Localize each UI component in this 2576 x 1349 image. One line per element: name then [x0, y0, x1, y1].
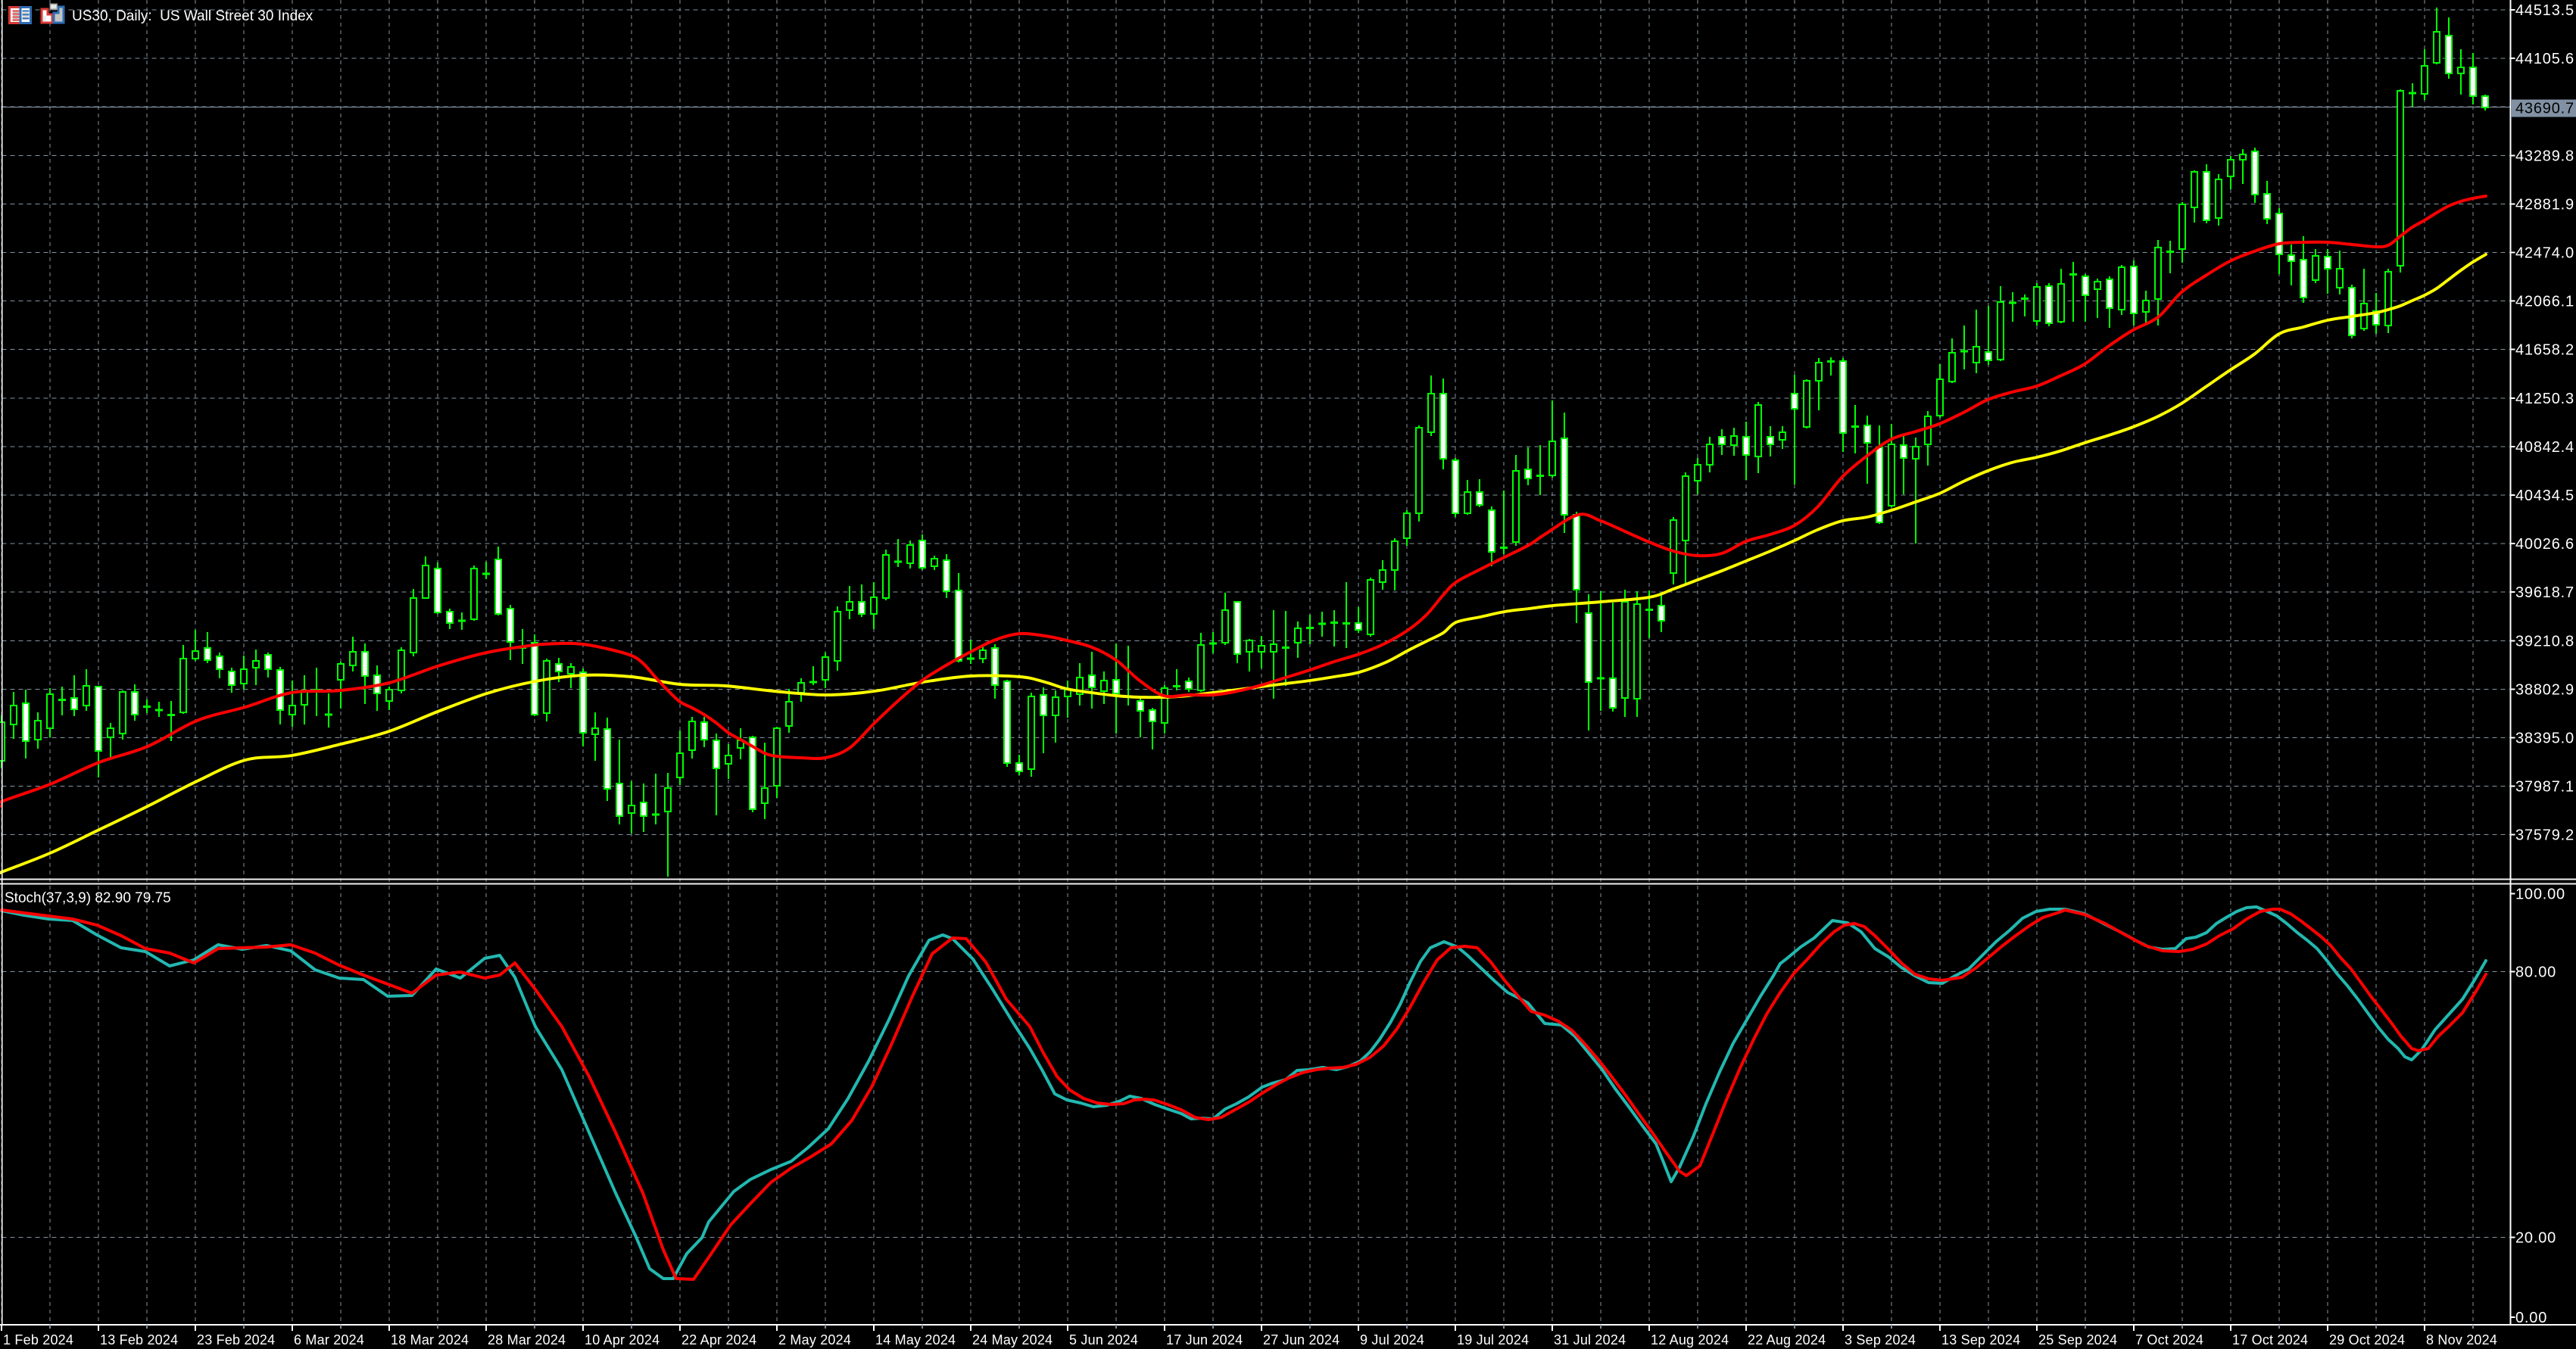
- svg-text:23 Feb 2024: 23 Feb 2024: [197, 1332, 275, 1347]
- svg-text:42474.0: 42474.0: [2515, 245, 2574, 262]
- svg-text:18 Mar 2024: 18 Mar 2024: [391, 1332, 469, 1347]
- svg-text:12 Aug 2024: 12 Aug 2024: [1651, 1332, 1729, 1347]
- svg-text:39210.8: 39210.8: [2515, 633, 2574, 650]
- svg-text:1 Feb 2024: 1 Feb 2024: [3, 1332, 73, 1347]
- svg-text:40842.4: 40842.4: [2515, 439, 2574, 456]
- svg-text:40434.5: 40434.5: [2515, 488, 2574, 504]
- svg-text:40026.6: 40026.6: [2515, 536, 2574, 553]
- svg-text:17 Jun 2024: 17 Jun 2024: [1166, 1332, 1243, 1347]
- svg-text:14 May 2024: 14 May 2024: [875, 1332, 956, 1347]
- svg-text:38802.9: 38802.9: [2515, 681, 2574, 698]
- svg-text:29 Oct 2024: 29 Oct 2024: [2329, 1332, 2405, 1347]
- svg-text:2 May 2024: 2 May 2024: [778, 1332, 851, 1347]
- svg-text:43289.8: 43289.8: [2515, 148, 2574, 164]
- svg-text:25 Sep 2024: 25 Sep 2024: [2038, 1332, 2117, 1347]
- svg-text:9 Jul 2024: 9 Jul 2024: [1360, 1332, 1424, 1347]
- svg-text:44105.6: 44105.6: [2515, 51, 2574, 67]
- svg-text:17 Oct 2024: 17 Oct 2024: [2232, 1332, 2308, 1347]
- svg-text:5 Jun 2024: 5 Jun 2024: [1069, 1332, 1138, 1347]
- svg-text:41250.3: 41250.3: [2515, 391, 2574, 407]
- svg-text:80.00: 80.00: [2515, 964, 2556, 980]
- svg-text:3 Sep 2024: 3 Sep 2024: [1845, 1332, 1916, 1347]
- svg-text:20.00: 20.00: [2515, 1229, 2556, 1246]
- svg-text:22 Apr 2024: 22 Apr 2024: [681, 1332, 756, 1347]
- svg-text:42881.9: 42881.9: [2515, 196, 2574, 213]
- svg-text:39618.7: 39618.7: [2515, 584, 2574, 601]
- svg-text:13 Sep 2024: 13 Sep 2024: [1941, 1332, 2020, 1347]
- svg-text:31 Jul 2024: 31 Jul 2024: [1554, 1332, 1626, 1347]
- svg-text:24 May 2024: 24 May 2024: [972, 1332, 1053, 1347]
- svg-text:38395.0: 38395.0: [2515, 731, 2574, 747]
- svg-text:US30, Daily: US Wall Street 3: US30, Daily: US Wall Street 30 Index: [72, 8, 313, 24]
- svg-text:100.00: 100.00: [2515, 886, 2565, 903]
- svg-text:8 Nov 2024: 8 Nov 2024: [2426, 1332, 2497, 1347]
- svg-text:28 Mar 2024: 28 Mar 2024: [488, 1332, 566, 1347]
- svg-text:42066.1: 42066.1: [2515, 294, 2574, 310]
- svg-text:Stoch(37,3,9) 82.90 79.75: Stoch(37,3,9) 82.90 79.75: [5, 890, 171, 906]
- svg-text:44513.5: 44513.5: [2515, 2, 2574, 19]
- svg-text:7 Oct 2024: 7 Oct 2024: [2135, 1332, 2203, 1347]
- svg-text:0.00: 0.00: [2515, 1310, 2547, 1326]
- svg-text:41658.2: 41658.2: [2515, 342, 2574, 359]
- svg-text:27 Jun 2024: 27 Jun 2024: [1263, 1332, 1339, 1347]
- svg-text:22 Aug 2024: 22 Aug 2024: [1748, 1332, 1826, 1347]
- svg-text:37579.2: 37579.2: [2515, 827, 2574, 844]
- svg-text:37987.1: 37987.1: [2515, 779, 2574, 796]
- svg-text:10 Apr 2024: 10 Apr 2024: [585, 1332, 660, 1347]
- svg-text:6 Mar 2024: 6 Mar 2024: [294, 1332, 364, 1347]
- svg-text:43690.7: 43690.7: [2515, 101, 2574, 117]
- svg-text:19 Jul 2024: 19 Jul 2024: [1457, 1332, 1529, 1347]
- svg-text:13 Feb 2024: 13 Feb 2024: [100, 1332, 178, 1347]
